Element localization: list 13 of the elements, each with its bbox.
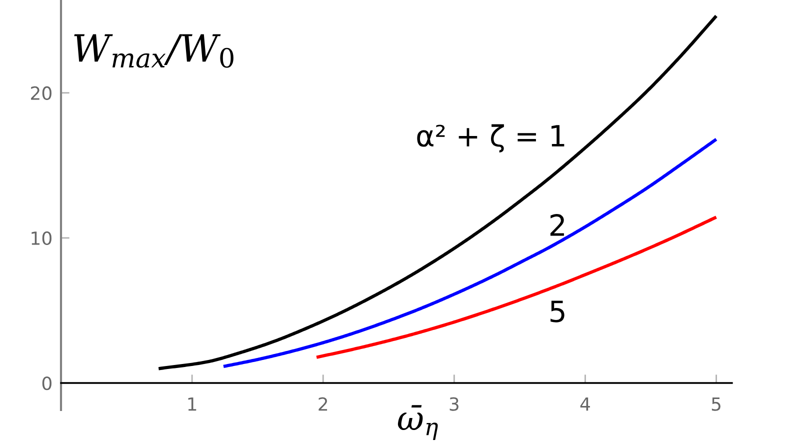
series-label: 2 [550, 214, 564, 236]
x-tick-label: 4 [580, 397, 590, 411]
y-tick-label: 20 [31, 86, 52, 100]
x-tick-label: 3 [450, 397, 458, 411]
x-tick-label: 2 [318, 397, 328, 411]
x-tick-label: 5 [712, 397, 720, 411]
series-label: α² + ζ = 1 [417, 124, 564, 153]
y-tick-label: 10 [32, 231, 52, 246]
y-axis-title: W$_{max}$/W$_{0}$ [74, 34, 234, 68]
x-axis-title: ω̄$_{η}$ [398, 405, 438, 440]
y-tick-label: 0 [42, 376, 52, 390]
x-tick-label: 1 [188, 397, 196, 411]
series-label: 5 [550, 300, 564, 322]
